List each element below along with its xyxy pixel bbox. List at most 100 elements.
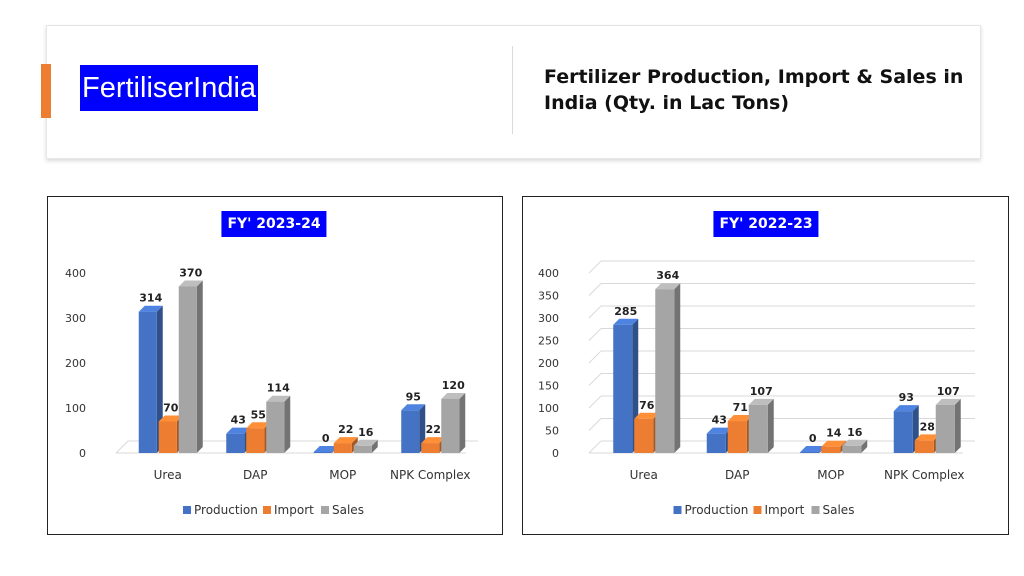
y-tick-label: 300 [538, 312, 559, 325]
data-label: 370 [179, 267, 202, 280]
x-category-label: NPK Complex [884, 468, 965, 482]
data-label: 14 [826, 427, 842, 440]
chart-svg: 0 50 100 150 200 250 300 350 400 285 76 364 Urea 43 71… [538, 260, 975, 517]
data-label: 76 [639, 399, 655, 412]
bar-sales-urea [655, 283, 681, 453]
bar-side [767, 398, 774, 453]
bar-front [178, 286, 197, 453]
bar-front [266, 401, 285, 453]
y-tick-label: 150 [538, 380, 559, 393]
y-tick-label: 300 [65, 312, 86, 325]
bar-side [954, 398, 961, 453]
bar-side [459, 393, 466, 453]
bar-top [441, 393, 466, 399]
y-tick-label: 400 [538, 267, 559, 280]
grid-diagonal [588, 350, 602, 364]
bar-top [178, 280, 203, 287]
y-tick-label: 50 [545, 425, 559, 438]
bar-front [821, 446, 841, 453]
legend-swatch-sales [811, 506, 820, 514]
x-category-label: DAP [725, 468, 749, 482]
grid-diagonal [588, 328, 602, 341]
data-label: 22 [338, 423, 353, 436]
bar-front [313, 452, 332, 453]
data-label: 70 [163, 402, 179, 415]
bar-front [613, 324, 633, 453]
bar-sales-dap [266, 395, 291, 453]
data-label: 114 [267, 382, 290, 395]
bar-sales-mop [353, 439, 378, 453]
y-tick-label: 100 [538, 402, 559, 415]
bar-top [333, 437, 358, 444]
bar-front [246, 428, 265, 453]
data-label: 364 [656, 269, 679, 282]
data-label: 0 [322, 432, 330, 445]
bar-sales-urea [178, 280, 203, 453]
bar-import-dap [727, 415, 753, 453]
bar-top [313, 446, 338, 452]
bar-top [800, 446, 826, 452]
bar-front [158, 421, 177, 453]
bar-top [421, 437, 446, 444]
grid-diagonal [588, 440, 602, 454]
bar-top [914, 434, 940, 441]
grid-diagonal [588, 283, 602, 296]
data-label: 22 [426, 423, 441, 436]
bar-side [284, 395, 291, 453]
bar-production-npk-complex [401, 404, 426, 453]
bar-front [893, 411, 913, 453]
accent-bar [41, 64, 51, 118]
x-category-label: MOP [329, 468, 356, 482]
x-category-label: MOP [817, 468, 844, 482]
data-label: 0 [809, 432, 817, 445]
bar-front [655, 289, 675, 453]
data-label: 55 [251, 408, 266, 421]
bar-top [727, 415, 753, 422]
legend-swatch-sales [321, 506, 329, 514]
bar-front [842, 445, 862, 453]
floor-edge [115, 440, 129, 454]
bar-production-urea [138, 305, 163, 453]
bar-sales-mop [842, 439, 868, 453]
bar-front [333, 443, 352, 453]
bar-top [655, 283, 681, 290]
legend-swatch-production [183, 506, 191, 514]
bar-front [727, 421, 747, 453]
x-category-label: DAP [243, 468, 267, 482]
bar-side [674, 283, 681, 453]
data-label: 314 [139, 292, 162, 305]
x-category-label: NPK Complex [390, 468, 471, 482]
bar-top [158, 415, 183, 422]
legend-label: Import [765, 503, 805, 517]
bar-front [441, 399, 460, 453]
bar-sales-npk-complex [441, 393, 466, 453]
bar-top [613, 318, 639, 325]
legend-label: Sales [332, 503, 364, 517]
data-label: 95 [406, 390, 421, 403]
bar-front [748, 404, 768, 453]
grid-diagonal [588, 305, 602, 319]
bar-top [138, 305, 163, 312]
bar-top [748, 398, 774, 405]
data-label: 43 [231, 414, 246, 427]
y-tick-label: 250 [538, 335, 559, 348]
bar-front [706, 433, 726, 453]
y-tick-label: 400 [65, 267, 86, 280]
bar-top [842, 439, 868, 446]
y-tick-label: 0 [552, 447, 559, 460]
x-category-label: Urea [154, 468, 182, 482]
bar-top [353, 439, 378, 446]
bar-sales-dap [748, 398, 774, 453]
data-label: 93 [899, 391, 914, 404]
data-label: 16 [358, 426, 374, 439]
data-label: 107 [750, 385, 773, 398]
grid-diagonal [588, 373, 602, 386]
data-label: 71 [733, 401, 748, 414]
chart-title: FY' 2022-23 [713, 211, 819, 237]
x-category-label: Urea [630, 468, 658, 482]
bar-sales-npk-complex [935, 398, 961, 453]
legend-swatch-import [263, 506, 271, 514]
bar-front [138, 311, 157, 453]
bar-top [266, 395, 291, 402]
